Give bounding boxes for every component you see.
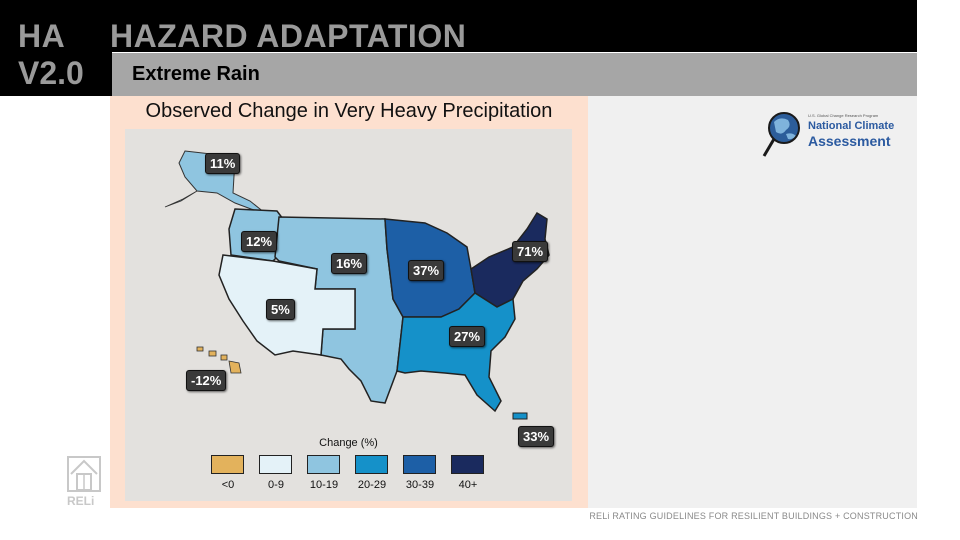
legend-swatch xyxy=(307,455,340,474)
legend-swatch xyxy=(259,455,292,474)
version-label: V2.0 xyxy=(18,55,84,91)
label-southeast: 27% xyxy=(449,326,486,347)
region-hawaii xyxy=(196,346,242,374)
legend-swatch xyxy=(451,455,484,474)
legend-title: Change (%) xyxy=(319,437,378,449)
legend-label: 0-9 xyxy=(268,479,284,491)
nca-line2: Assessment xyxy=(808,133,891,149)
region-southeast xyxy=(396,292,516,413)
legend: <0 0-9 10-19 20-29 30-39 40+ xyxy=(211,455,511,499)
label-puerto-rico: 33% xyxy=(518,426,555,447)
reli-logo: RELi xyxy=(67,456,101,508)
legend-swatch xyxy=(403,455,436,474)
figure-title: Observed Change in Very Heavy Precipitat… xyxy=(145,100,553,122)
label-alaska: 11% xyxy=(205,153,241,174)
header-bar xyxy=(0,0,917,52)
legend-label: 20-29 xyxy=(357,479,387,491)
legend-swatch xyxy=(211,455,244,474)
label-great-plains: 16% xyxy=(331,253,368,274)
reli-logo-text: RELi xyxy=(67,494,95,508)
legend-label: 40+ xyxy=(458,479,478,491)
subtitle-bar: Extreme Rain xyxy=(112,53,917,96)
legend-label: 10-19 xyxy=(309,479,339,491)
page-title: HAZARD ADAPTATION xyxy=(110,18,467,54)
footer-text: RELi RATING GUIDELINES FOR RESILIENT BUI… xyxy=(589,511,918,521)
side-panel xyxy=(588,96,917,508)
label-northwest: 12% xyxy=(241,231,278,252)
us-map: 11% 12% 16% 5% 37% 71% 27% -12% 33% Chan… xyxy=(125,129,572,501)
label-hawaii: -12% xyxy=(186,370,227,391)
label-midwest: 37% xyxy=(408,260,445,281)
nca-program: U.S. Global Change Research Program xyxy=(808,113,879,118)
nca-line1: National Climate xyxy=(808,120,895,132)
precipitation-figure: Observed Change in Very Heavy Precipitat… xyxy=(110,96,588,508)
subtitle: Extreme Rain xyxy=(132,63,260,85)
nca-logo: U.S. Global Change Research Program Nati… xyxy=(762,106,902,162)
legend-label: 30-39 xyxy=(405,479,435,491)
label-southwest: 5% xyxy=(266,299,295,320)
legend-label: <0 xyxy=(221,479,235,491)
version-box xyxy=(0,52,112,96)
region-puerto-rico xyxy=(512,412,528,420)
legend-swatch xyxy=(355,455,388,474)
hazard-code: HA xyxy=(18,18,66,54)
label-northeast: 71% xyxy=(512,241,549,262)
